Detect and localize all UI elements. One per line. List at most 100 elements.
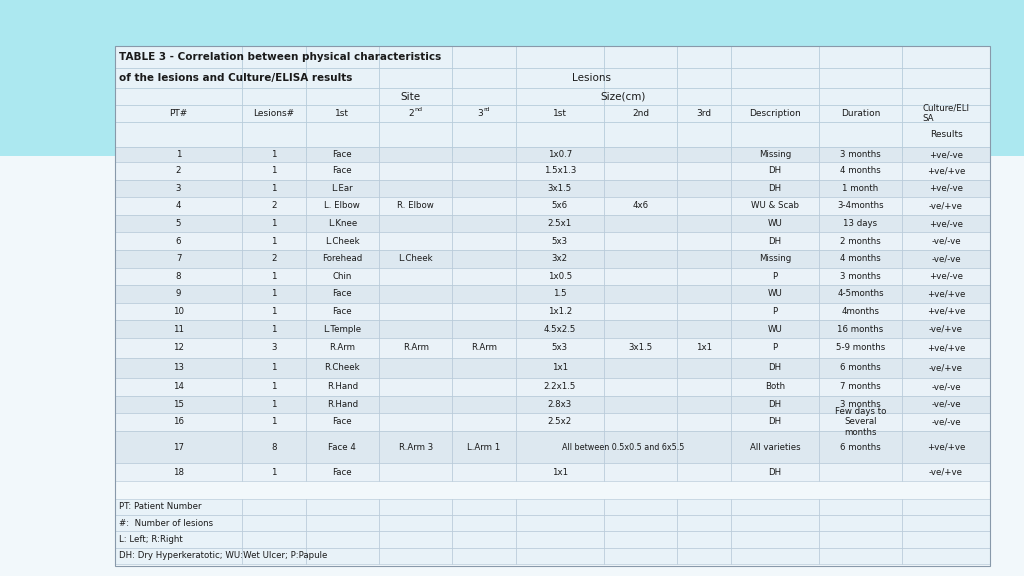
Text: L. Elbow: L. Elbow (325, 202, 360, 210)
Text: 3 months: 3 months (840, 400, 881, 409)
Bar (516, 499, 604, 515)
Bar (677, 147, 731, 162)
Bar (677, 180, 731, 197)
Text: 2: 2 (176, 166, 181, 175)
Bar (819, 548, 902, 564)
Bar (379, 68, 453, 88)
Bar (115, 499, 242, 515)
Bar (379, 548, 453, 564)
Text: +ve/-ve: +ve/-ve (929, 150, 963, 159)
Bar (305, 250, 379, 267)
Polygon shape (0, 0, 1024, 543)
Text: 18: 18 (173, 468, 184, 477)
Bar (902, 46, 990, 68)
Bar (453, 378, 516, 396)
Bar (305, 215, 379, 232)
Text: 4months: 4months (842, 307, 880, 316)
Bar (242, 413, 305, 431)
Bar (516, 215, 604, 232)
Text: -ve/-ve: -ve/-ve (931, 400, 961, 409)
Bar (516, 302, 604, 320)
Bar (677, 215, 731, 232)
Bar (677, 499, 731, 515)
Bar (819, 396, 902, 413)
Bar (379, 105, 453, 122)
Bar (819, 197, 902, 215)
Text: Chin: Chin (333, 272, 352, 281)
Bar (731, 68, 819, 88)
Text: 5x6: 5x6 (552, 202, 568, 210)
Text: L.Temple: L.Temple (324, 324, 361, 334)
Bar (819, 285, 902, 302)
Bar (115, 46, 990, 566)
Text: -ve/+ve: -ve/+ve (929, 202, 963, 210)
Bar (677, 464, 731, 481)
Text: 1: 1 (271, 150, 276, 159)
Bar (379, 338, 453, 358)
Bar (731, 515, 819, 531)
Text: 3: 3 (477, 109, 483, 118)
Bar (379, 180, 453, 197)
Text: 7: 7 (176, 254, 181, 263)
Bar (902, 105, 990, 122)
Bar (242, 531, 305, 548)
Bar (677, 68, 731, 88)
Text: 4-5months: 4-5months (838, 289, 884, 298)
Bar (516, 147, 604, 162)
Text: 1: 1 (271, 363, 276, 373)
Text: Few days to
Several
months: Few days to Several months (835, 407, 886, 437)
Bar (819, 68, 902, 88)
Text: 5-9 months: 5-9 months (836, 343, 885, 353)
Bar (819, 431, 902, 464)
Text: +ve/+ve: +ve/+ve (927, 307, 966, 316)
Bar (516, 180, 604, 197)
Bar (677, 338, 731, 358)
Text: +ve/+ve: +ve/+ve (927, 442, 966, 452)
Text: 3-4months: 3-4months (838, 202, 884, 210)
Bar (731, 88, 819, 105)
Bar (902, 531, 990, 548)
Bar (242, 358, 305, 378)
Bar (604, 215, 677, 232)
Bar (242, 338, 305, 358)
Text: PT#: PT# (169, 109, 187, 118)
Bar (731, 531, 819, 548)
Text: Culture/ELI
SA: Culture/ELI SA (923, 104, 970, 123)
Bar (242, 548, 305, 564)
Bar (115, 215, 242, 232)
Bar (902, 285, 990, 302)
Bar (731, 180, 819, 197)
Bar (242, 180, 305, 197)
Bar (902, 431, 990, 464)
Bar (379, 197, 453, 215)
Bar (305, 105, 379, 122)
Text: Duration: Duration (841, 109, 881, 118)
Bar (516, 232, 604, 250)
Text: 17: 17 (173, 442, 184, 452)
Text: 10: 10 (173, 307, 184, 316)
Bar (0, 156, 1024, 576)
Bar (731, 464, 819, 481)
Bar (604, 162, 677, 180)
Bar (677, 396, 731, 413)
Bar (819, 338, 902, 358)
Text: R.Arm 3: R.Arm 3 (398, 442, 433, 452)
Bar (604, 105, 677, 122)
Bar (453, 147, 516, 162)
Bar (677, 378, 731, 396)
Text: 3rd: 3rd (696, 109, 712, 118)
Bar (453, 515, 516, 531)
Bar (604, 285, 677, 302)
Bar (305, 302, 379, 320)
Bar (242, 250, 305, 267)
Bar (677, 267, 731, 285)
Bar (305, 285, 379, 302)
Bar (731, 396, 819, 413)
Text: 1: 1 (271, 400, 276, 409)
Bar (379, 162, 453, 180)
Text: P: P (772, 343, 777, 353)
Bar (604, 338, 677, 358)
Text: 1: 1 (271, 382, 276, 391)
Bar (604, 358, 677, 378)
Bar (731, 105, 819, 122)
